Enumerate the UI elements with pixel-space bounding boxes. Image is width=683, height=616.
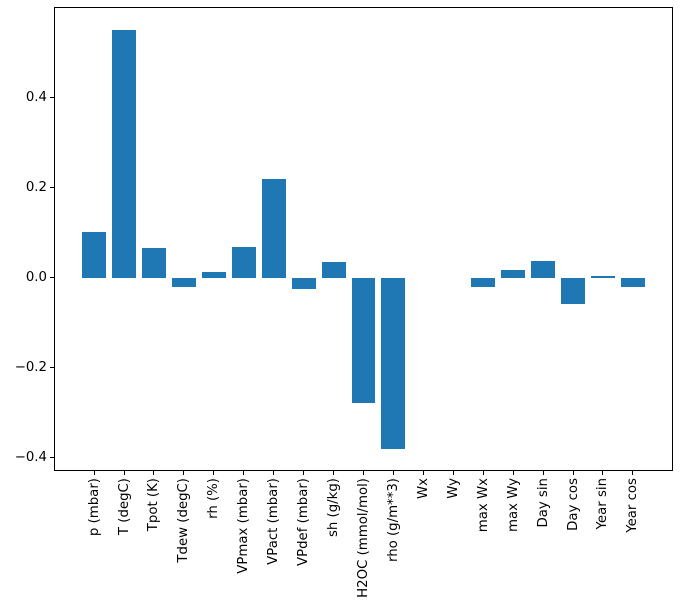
bar — [620, 277, 645, 287]
x-tick-mark — [213, 471, 215, 475]
y-tick-label: −0.4 — [14, 449, 47, 465]
bar — [261, 178, 286, 278]
x-tick-mark — [303, 471, 305, 475]
x-tick-mark — [542, 471, 544, 475]
y-tick-label: 0.2 — [25, 179, 47, 195]
bar — [201, 271, 226, 278]
y-tick-mark — [50, 97, 54, 99]
bar — [471, 277, 496, 288]
y-tick-mark — [50, 367, 54, 369]
x-tick-mark — [392, 471, 394, 475]
x-tick-mark — [333, 471, 335, 475]
bar — [82, 231, 107, 278]
x-tick-label: Year sin — [595, 478, 611, 530]
x-tick-label: VPact (mbar) — [266, 478, 282, 565]
x-tick-mark — [512, 471, 514, 475]
x-tick-mark — [602, 471, 604, 475]
x-tick-mark — [123, 471, 125, 475]
bar — [112, 29, 136, 278]
x-tick-label: rh (%) — [206, 478, 222, 519]
bar — [381, 277, 406, 449]
x-tick-mark — [452, 471, 454, 475]
y-tick-label: −0.2 — [14, 359, 47, 375]
x-tick-label: Wy — [445, 478, 461, 499]
bar — [291, 277, 316, 289]
bar — [561, 277, 585, 304]
bar — [321, 262, 346, 278]
bar — [231, 246, 256, 278]
y-tick-label: 0.0 — [25, 269, 47, 285]
y-tick-mark — [50, 457, 54, 458]
x-tick-label: VPdef (mbar) — [296, 478, 312, 567]
x-tick-label: Year cos — [625, 478, 641, 533]
x-tick-label: max Wx — [475, 478, 491, 533]
x-tick-mark — [183, 471, 185, 475]
x-tick-mark — [422, 471, 424, 475]
x-tick-mark — [632, 471, 634, 475]
bar — [142, 247, 166, 278]
x-tick-label: max Wy — [505, 478, 521, 532]
x-tick-label: VPmax (mbar) — [236, 478, 252, 574]
x-tick-mark — [243, 471, 245, 475]
x-tick-mark — [153, 471, 155, 475]
x-tick-label: sh (g/kg) — [326, 478, 342, 538]
bar — [590, 275, 615, 278]
x-tick-label: Wx — [415, 478, 431, 500]
plot-area — [54, 7, 673, 471]
x-tick-label: rho (g/m**3) — [385, 478, 401, 563]
x-tick-mark — [93, 471, 95, 475]
x-tick-label: Tpot (K) — [146, 478, 162, 532]
x-tick-label: Day sin — [535, 478, 551, 528]
bar — [351, 277, 376, 403]
y-tick-mark — [50, 277, 54, 279]
bar — [501, 270, 526, 278]
x-tick-mark — [482, 471, 484, 475]
bar — [531, 261, 556, 278]
x-tick-mark — [273, 471, 275, 475]
x-tick-mark — [363, 471, 364, 475]
x-tick-label: p (mbar) — [86, 478, 102, 537]
x-tick-label: Day cos — [565, 478, 581, 531]
x-tick-label: Tdew (degC) — [176, 478, 192, 563]
x-tick-mark — [572, 471, 574, 475]
bar — [171, 277, 196, 288]
y-tick-label: 0.4 — [25, 89, 47, 105]
y-tick-mark — [50, 187, 54, 189]
x-tick-label: H2OC (mmol/mol) — [356, 478, 371, 598]
x-tick-label: T (degC) — [116, 478, 132, 536]
